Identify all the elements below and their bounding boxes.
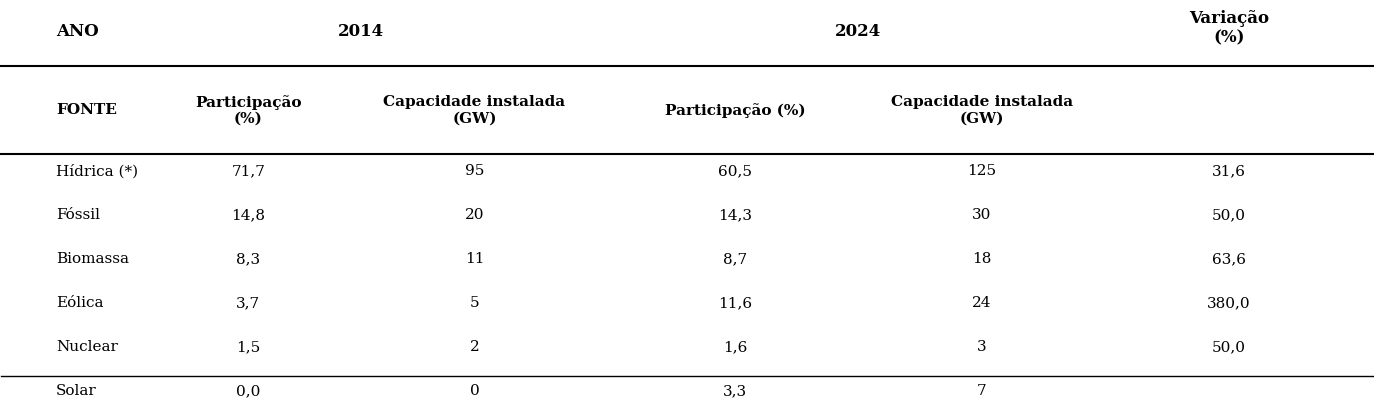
Text: 125: 125 <box>967 164 996 178</box>
Text: 8,7: 8,7 <box>723 252 747 266</box>
Text: Participação
(%): Participação (%) <box>195 95 301 126</box>
Text: 8,3: 8,3 <box>236 252 260 266</box>
Text: 14,3: 14,3 <box>719 209 752 222</box>
Text: 31,6: 31,6 <box>1212 164 1246 178</box>
Text: 0: 0 <box>470 384 480 398</box>
Text: 3: 3 <box>977 340 987 354</box>
Text: Solar: Solar <box>56 384 98 398</box>
Text: Fóssil: Fóssil <box>56 209 100 222</box>
Text: 20: 20 <box>464 209 484 222</box>
Text: 60,5: 60,5 <box>719 164 752 178</box>
Text: 11,6: 11,6 <box>719 296 752 310</box>
Text: 5: 5 <box>470 296 480 310</box>
Text: Nuclear: Nuclear <box>56 340 118 354</box>
Text: 7: 7 <box>977 384 987 398</box>
Text: 95: 95 <box>464 164 484 178</box>
Text: 1,6: 1,6 <box>723 340 747 354</box>
Text: 24: 24 <box>971 296 992 310</box>
Text: Biomassa: Biomassa <box>56 252 129 266</box>
Text: 71,7: 71,7 <box>231 164 265 178</box>
Text: 11: 11 <box>464 252 484 266</box>
Text: 63,6: 63,6 <box>1212 252 1246 266</box>
Text: Participação (%): Participação (%) <box>665 103 805 118</box>
Text: Variação
(%): Variação (%) <box>1189 10 1268 47</box>
Text: 50,0: 50,0 <box>1212 340 1246 354</box>
Text: 2024: 2024 <box>835 23 882 41</box>
Text: 2014: 2014 <box>338 23 385 41</box>
Text: 3,7: 3,7 <box>236 296 260 310</box>
Text: Capacidade instalada
(GW): Capacidade instalada (GW) <box>383 95 566 125</box>
Text: Capacidade instalada
(GW): Capacidade instalada (GW) <box>890 95 1073 125</box>
Text: 50,0: 50,0 <box>1212 209 1246 222</box>
Text: 18: 18 <box>973 252 992 266</box>
Text: 380,0: 380,0 <box>1206 296 1250 310</box>
Text: 30: 30 <box>973 209 992 222</box>
Text: 0,0: 0,0 <box>236 384 261 398</box>
Text: 3,3: 3,3 <box>723 384 747 398</box>
Text: FONTE: FONTE <box>56 103 117 117</box>
Text: Eólica: Eólica <box>56 296 104 310</box>
Text: 2: 2 <box>470 340 480 354</box>
Text: 14,8: 14,8 <box>231 209 265 222</box>
Text: Hídrica (*): Hídrica (*) <box>56 164 139 179</box>
Text: 1,5: 1,5 <box>236 340 260 354</box>
Text: ANO: ANO <box>56 23 99 41</box>
